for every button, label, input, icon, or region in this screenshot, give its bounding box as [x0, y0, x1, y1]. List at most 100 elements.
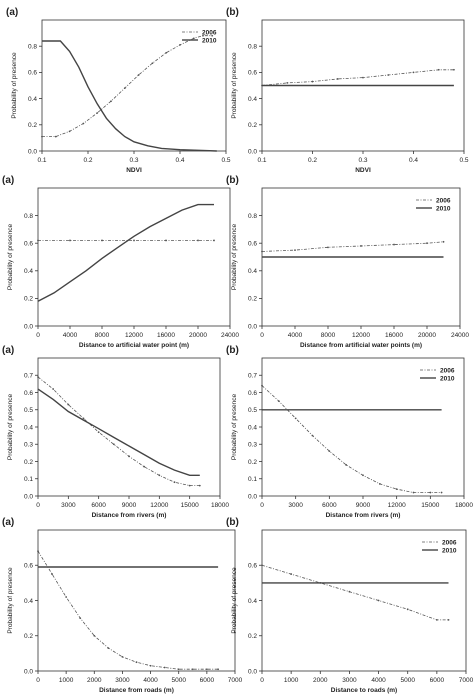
y-tick-label: 0.6: [248, 70, 257, 77]
data-point-2006: [294, 417, 297, 420]
data-point-2006: [327, 246, 329, 249]
y-tick-label: 0.2: [28, 122, 37, 129]
y-tick-label: 0.2: [248, 296, 257, 303]
panel-label: (a): [2, 345, 14, 356]
data-point-2006: [41, 135, 43, 138]
data-point-2006: [82, 122, 85, 125]
panel-label: (b): [226, 175, 239, 186]
data-point-2006: [261, 250, 263, 253]
data-point-2006: [294, 249, 296, 252]
y-tick-label: 0.5: [24, 407, 33, 414]
x-tick-label: 4000: [143, 677, 158, 684]
plot-frame: [37, 187, 231, 327]
data-point-2006: [426, 242, 428, 245]
x-tick-label: 4000: [288, 332, 303, 339]
y-tick-label: 0.6: [248, 241, 257, 248]
chart-panel-7: 0 1000 2000 3000 4000 5000 6000 7000 0.0 0.2 0.4 0.…: [2, 517, 243, 694]
x-axis-label: Distance from artificial water points (m…: [300, 342, 422, 349]
x-tick-label: 0.2: [308, 157, 317, 164]
data-point-2006: [128, 455, 130, 458]
x-tick-label: 0.5: [459, 157, 468, 164]
data-point-2006: [68, 130, 71, 133]
data-point-2006: [197, 239, 199, 242]
panel-label: (b): [226, 517, 239, 528]
data-point-2006: [261, 384, 263, 387]
panel-label: (b): [226, 7, 239, 18]
legend-label-2010: 2010: [440, 375, 455, 382]
data-point-2006: [179, 43, 181, 46]
data-point-2006: [143, 465, 146, 468]
data-point-2006: [311, 434, 314, 437]
y-tick-label: 0.0: [248, 148, 257, 155]
chart-panel-3: 0 4000 8000 12000 16000 20000 24000 0.0 0.2 0.4 0.…: [2, 175, 239, 349]
x-tick-label: 0: [260, 677, 264, 684]
y-tick-label: 0.1: [24, 476, 33, 483]
data-point-2006: [67, 403, 70, 406]
data-point-2006: [412, 491, 415, 494]
y-tick-label: 0.2: [24, 296, 33, 303]
plot-frame: [37, 529, 236, 672]
x-tick-label: 20000: [189, 332, 207, 339]
y-tick-label: 0.0: [248, 323, 257, 330]
data-point-2006: [137, 74, 140, 76]
data-point-2006: [453, 68, 455, 71]
x-tick-label: 2000: [87, 677, 102, 684]
y-tick-label: 0.6: [248, 390, 257, 397]
x-tick-label: 0: [36, 332, 40, 339]
x-tick-label: 5000: [400, 677, 415, 684]
y-tick-label: 0.7: [248, 373, 257, 380]
data-point-2006: [101, 239, 103, 242]
y-tick-label: 0.4: [248, 598, 257, 605]
x-axis-label: NDVI: [126, 167, 142, 174]
x-axis-label: Distance to artificial water point (m): [79, 342, 189, 349]
y-axis-label: Probability of presence: [7, 394, 14, 461]
data-point-2006: [213, 239, 215, 242]
x-tick-label: 0: [260, 502, 264, 509]
y-tick-label: 0.4: [24, 598, 33, 605]
data-point-2006: [123, 87, 126, 90]
series-line-2006: [42, 35, 213, 138]
legend-label-2010: 2010: [436, 205, 451, 212]
data-point-2006: [395, 488, 398, 490]
x-tick-label: 0: [36, 502, 40, 509]
x-tick-label: 24000: [451, 332, 469, 339]
data-point-2006: [37, 376, 39, 378]
plot-frame: [261, 529, 467, 672]
series-line-2006: [261, 69, 454, 86]
x-tick-label: 0.3: [358, 157, 367, 164]
x-tick-label: 0.5: [221, 157, 230, 164]
y-tick-label: 0.8: [248, 44, 257, 51]
y-tick-label: 0.6: [24, 563, 33, 570]
legend-label-2006: 2006: [436, 197, 451, 204]
series-line-2006: [261, 564, 449, 621]
y-tick-label: 0.0: [24, 493, 33, 500]
y-tick-label: 0.6: [24, 390, 33, 397]
x-tick-label: 6000: [430, 677, 445, 684]
y-tick-label: 0.2: [248, 459, 257, 466]
data-point-2006: [112, 443, 115, 446]
x-tick-label: 0.3: [129, 157, 138, 164]
x-tick-label: 0.1: [37, 157, 46, 164]
series-line-2010: [37, 388, 200, 476]
data-point-2006: [290, 573, 293, 575]
y-tick-label: 0.4: [24, 424, 33, 431]
data-point-2006: [51, 573, 53, 575]
x-tick-label: 0.2: [83, 157, 92, 164]
x-tick-label: 9000: [122, 502, 137, 509]
y-tick-label: 0.8: [28, 44, 37, 51]
y-tick-label: 0.5: [248, 407, 257, 414]
series-line-2006: [37, 550, 219, 670]
data-point-2006: [69, 239, 71, 242]
data-point-2006: [93, 634, 96, 637]
x-tick-label: 8000: [321, 332, 336, 339]
y-axis-label: Probability of presence: [231, 567, 238, 634]
data-point-2006: [173, 481, 176, 484]
x-tick-label: 3000: [288, 502, 303, 509]
legend-label-2010: 2010: [442, 547, 457, 554]
data-point-2006: [192, 37, 195, 40]
data-point-2006: [440, 491, 443, 494]
x-tick-label: 0.4: [409, 157, 418, 164]
data-point-2006: [311, 80, 314, 83]
y-tick-label: 0.0: [248, 668, 257, 675]
panel-label: (a): [6, 7, 18, 18]
